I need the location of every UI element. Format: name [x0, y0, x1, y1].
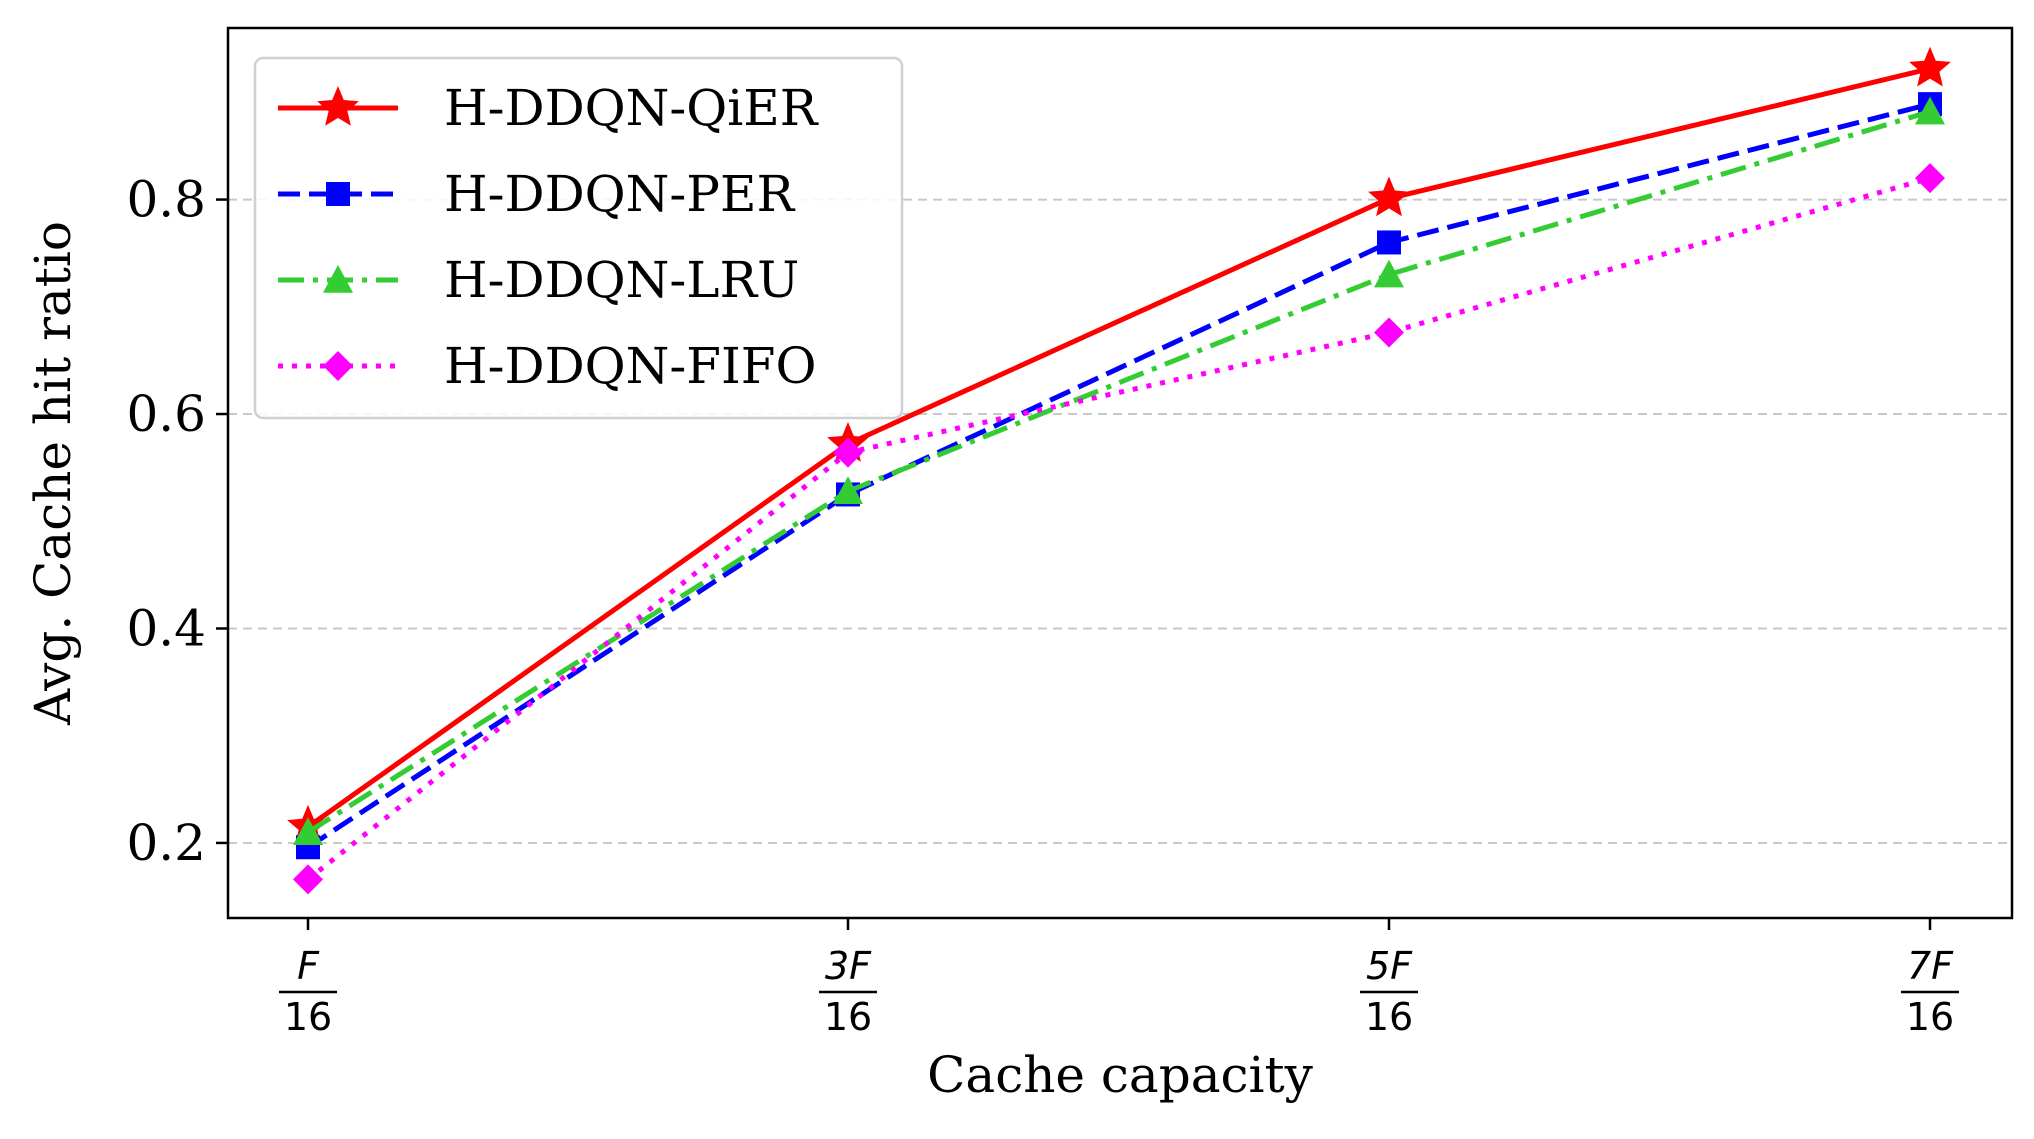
star-marker	[1368, 176, 1410, 217]
plot-series	[287, 46, 1951, 895]
diamond-marker	[323, 351, 353, 381]
legend-item: H-DDQN-FIFO	[278, 337, 816, 395]
y-tick-label: 0.8	[126, 171, 206, 229]
legend-item: H-DDQN-QiER	[278, 79, 819, 137]
legend-label: H-DDQN-PER	[444, 165, 795, 223]
x-tick-numerator: F	[297, 944, 320, 988]
grid-lines	[228, 198, 2012, 844]
series-h-ddqn-lru	[293, 96, 1945, 845]
y-tick-label: 0.4	[126, 599, 206, 657]
legend-item: H-DDQN-LRU	[278, 251, 799, 309]
x-tick-denominator: 16	[1906, 995, 1954, 1039]
star-marker	[1909, 46, 1951, 87]
triangle-marker	[1374, 259, 1404, 288]
series-line	[306, 66, 1931, 829]
y-tick-label: 0.2	[126, 814, 206, 872]
x-tick-denominator: 16	[1365, 995, 1413, 1039]
x-tick-numerator: 7F	[1907, 944, 1954, 988]
diamond-marker	[1374, 317, 1404, 348]
x-tick-numerator: 3F	[825, 944, 872, 988]
legend-item: H-DDQN-PER	[278, 165, 795, 223]
triangle-marker	[1915, 96, 1945, 125]
legend-label: H-DDQN-FIFO	[444, 337, 816, 395]
series-h-ddqn-fifo	[293, 163, 1945, 895]
legend-label: H-DDQN-QiER	[444, 79, 819, 137]
x-tick-denominator: 16	[824, 995, 872, 1039]
y-tick-label: 0.6	[126, 385, 206, 443]
x-tick-denominator: 16	[284, 995, 332, 1039]
x-tick-numerator: 5F	[1366, 944, 1413, 988]
plot-frame	[226, 26, 2014, 920]
series-line	[306, 109, 1931, 835]
square-marker	[326, 182, 350, 206]
triangle-marker	[293, 817, 323, 845]
triangle-marker	[833, 476, 863, 504]
legend-label: H-DDQN-LRU	[444, 251, 799, 309]
y-axis-label: Avg. Cache hit ratio	[24, 221, 82, 726]
series-line	[306, 101, 1931, 850]
diamond-marker	[1915, 163, 1945, 194]
triangle-marker	[323, 265, 353, 293]
x-axis-label: Cache capacity	[927, 1046, 1313, 1104]
diamond-marker	[293, 864, 323, 895]
x-tick-label: F 16	[279, 944, 337, 1039]
diamond-marker	[833, 437, 863, 468]
legend-box	[253, 56, 904, 420]
star-marker	[317, 86, 359, 126]
legend: H-DDQN-QiER H-DDQN-PER H-DDQN-LRU H-DDQN-FI…	[253, 56, 904, 420]
square-marker	[1377, 230, 1401, 255]
